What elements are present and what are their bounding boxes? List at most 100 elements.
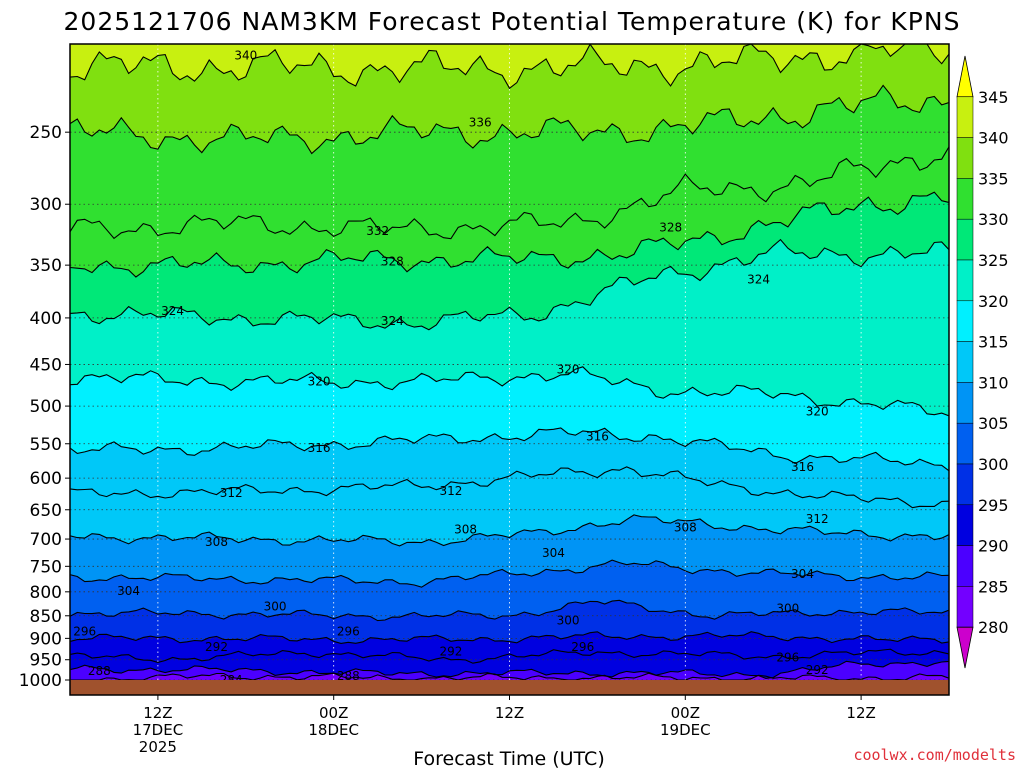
x-tick-label: 12Z bbox=[495, 704, 524, 722]
x-tick-label: 2025 bbox=[139, 738, 177, 756]
y-tick-label: 400 bbox=[30, 309, 62, 329]
contour-line-308 bbox=[70, 514, 949, 547]
contour-line-340 bbox=[70, 44, 949, 90]
colorbar-segment bbox=[956, 586, 974, 628]
colorbar-label: 325 bbox=[978, 251, 1009, 270]
contour-label: 308 bbox=[205, 535, 228, 549]
colorbar-label: 320 bbox=[978, 292, 1009, 311]
credit-text[interactable]: coolwx.com/modelts bbox=[853, 746, 1016, 764]
contour-label: 288 bbox=[88, 664, 111, 678]
contour-label: 312 bbox=[439, 484, 462, 498]
colorbar-segment bbox=[956, 178, 974, 220]
theta-fill-layer bbox=[70, 44, 949, 680]
x-tick-label: 19DEC bbox=[660, 721, 711, 739]
contour-label: 296 bbox=[73, 625, 96, 639]
y-tick-label: 950 bbox=[30, 651, 62, 671]
colorbar-segment bbox=[956, 300, 974, 342]
contour-label: 316 bbox=[308, 441, 331, 455]
contour-label: 340 bbox=[234, 49, 257, 63]
y-tick-label: 550 bbox=[30, 435, 62, 455]
contour-line-288 bbox=[70, 660, 949, 679]
contour-label: 292 bbox=[439, 644, 462, 658]
colorbar-label: 300 bbox=[978, 455, 1009, 474]
y-tick-label: 650 bbox=[30, 501, 62, 521]
contour-line-284 bbox=[70, 672, 949, 680]
contour-label: 304 bbox=[117, 584, 140, 598]
colorbar-segment bbox=[956, 259, 974, 302]
y-tick-label: 250 bbox=[30, 123, 62, 143]
y-tick-label: 500 bbox=[30, 397, 62, 417]
theta-band bbox=[70, 44, 949, 89]
contour-label: 308 bbox=[674, 521, 697, 535]
contour-label: 336 bbox=[469, 116, 492, 130]
contour-label: 320 bbox=[308, 375, 331, 389]
colorbar-segment bbox=[956, 218, 974, 261]
contour-line-292 bbox=[70, 648, 949, 664]
theta-band bbox=[70, 560, 949, 621]
theta-band bbox=[70, 661, 949, 680]
contour-label: 312 bbox=[806, 512, 829, 526]
contour-line-316 bbox=[70, 427, 949, 472]
y-tick-label: 600 bbox=[30, 469, 62, 489]
y-tick-label: 800 bbox=[30, 583, 62, 603]
y-tick-label: 450 bbox=[30, 355, 62, 375]
y-tick-label: 850 bbox=[30, 607, 62, 627]
x-tick-label: 00Z bbox=[319, 704, 348, 722]
contour-line-324 bbox=[70, 238, 949, 331]
colorbar-label: 295 bbox=[978, 496, 1009, 515]
contour-label: 296 bbox=[776, 651, 799, 665]
colorbar-label: 305 bbox=[978, 414, 1009, 433]
contour-line-336 bbox=[70, 84, 949, 155]
contour-line-296 bbox=[70, 631, 949, 644]
theta-band bbox=[70, 146, 949, 277]
colorbar: 345 340 335 330 325 320 315 310 305 300 295 290 285 2… bbox=[956, 55, 1009, 669]
colorbar-label: 280 bbox=[978, 618, 1009, 637]
colorbar-label: 335 bbox=[978, 169, 1009, 188]
ground-strip bbox=[70, 680, 949, 695]
contour-labels: 340 336 332 328 328 324 324 324 320 320 320 316 316 3… bbox=[73, 49, 828, 687]
contour-line-300 bbox=[70, 599, 949, 622]
contour-label: 292 bbox=[205, 640, 228, 654]
theta-band bbox=[70, 600, 949, 644]
contour-label: 328 bbox=[659, 220, 682, 234]
contour-label: 292 bbox=[806, 663, 829, 677]
colorbar-label: 290 bbox=[978, 537, 1009, 556]
colorbar-segment bbox=[956, 545, 974, 587]
colorbar-segment bbox=[956, 137, 974, 179]
theta-band bbox=[70, 466, 949, 546]
colorbar-label: 345 bbox=[978, 88, 1009, 107]
contour-label: 304 bbox=[542, 546, 565, 560]
colorbar-segment bbox=[956, 504, 974, 546]
contour-label: 288 bbox=[337, 669, 360, 683]
contour-label: 296 bbox=[571, 640, 594, 654]
contour-line-320 bbox=[70, 366, 949, 417]
contour-label: 308 bbox=[454, 522, 477, 536]
x-axis-label: Forecast Time (UTC) bbox=[413, 748, 604, 768]
y-axis: 2503003504004505005506006507007508008509… bbox=[19, 123, 70, 691]
colorbar-triangle-bottom bbox=[956, 626, 974, 669]
x-tick-label: 12Z bbox=[846, 704, 875, 722]
contour-lines bbox=[70, 44, 949, 680]
contour-label: 312 bbox=[220, 486, 243, 500]
contour-line-304 bbox=[70, 559, 949, 588]
contour-label: 324 bbox=[381, 314, 404, 328]
contour-label: 332 bbox=[366, 224, 389, 238]
colorbar-label: 285 bbox=[978, 577, 1009, 596]
y-tick-label: 1000 bbox=[19, 671, 62, 691]
colorbar-label: 315 bbox=[978, 333, 1009, 352]
chart-title: 2025121706 NAM3KM Forecast Potential Tem… bbox=[64, 7, 961, 36]
contour-line-328 bbox=[70, 191, 949, 278]
contour-label: 320 bbox=[806, 405, 829, 419]
theta-band bbox=[70, 673, 949, 680]
contour-label: 300 bbox=[557, 613, 580, 627]
contour-label: 316 bbox=[586, 430, 609, 444]
contour-line-332 bbox=[70, 146, 949, 240]
colorbar-label: 340 bbox=[978, 129, 1009, 148]
x-tick-label: 17DEC bbox=[133, 721, 184, 739]
theta-band bbox=[70, 649, 949, 679]
contour-label: 316 bbox=[791, 460, 814, 474]
contour-label: 300 bbox=[776, 602, 799, 616]
colorbar-triangle-top bbox=[956, 55, 974, 98]
